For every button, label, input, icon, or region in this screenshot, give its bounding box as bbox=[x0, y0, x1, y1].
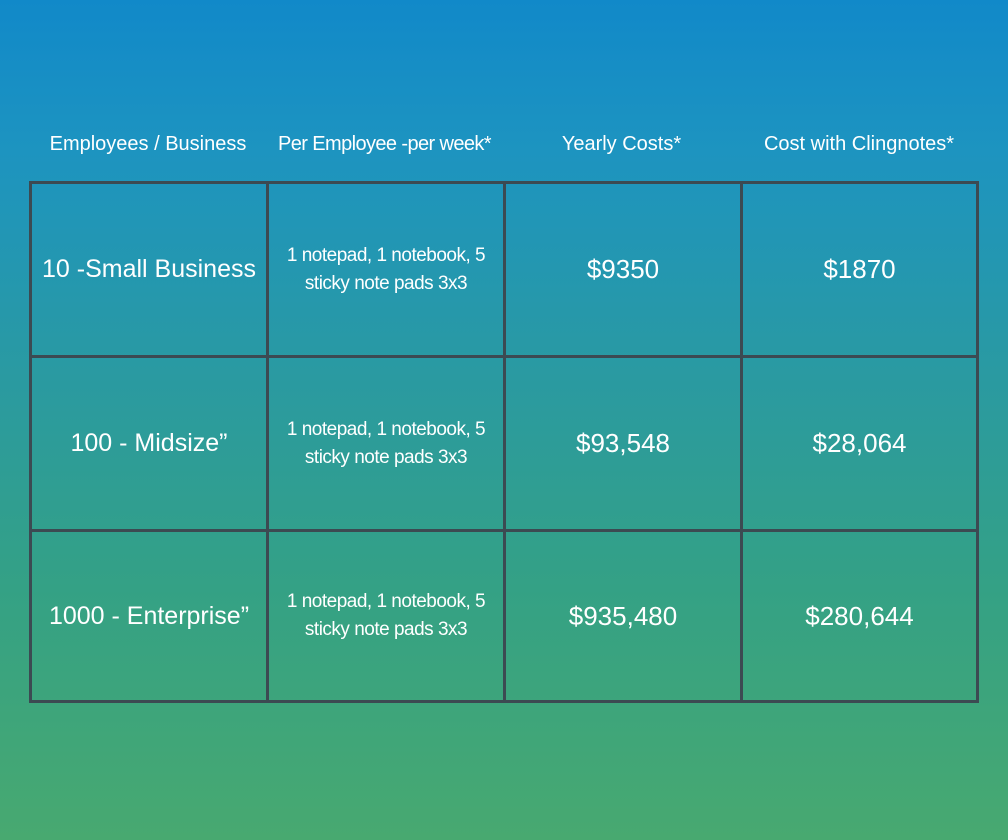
cost-comparison-table: 10 -Small Business 1 notepad, 1 notebook… bbox=[29, 181, 979, 703]
table-cell-per-employee: 1 notepad, 1 notebook, 5 sticky note pad… bbox=[286, 418, 486, 468]
row-divider bbox=[32, 355, 976, 358]
table-cell-per-employee: 1 notepad, 1 notebook, 5 sticky note pad… bbox=[286, 591, 486, 640]
table-cell-cost-with-clingnotes: $28,064 bbox=[812, 428, 907, 458]
column-header-per-employee: Per Employee -per week* bbox=[278, 133, 492, 155]
row-divider bbox=[32, 529, 976, 532]
column-header-yearly-costs: Yearly Costs* bbox=[561, 133, 682, 155]
column-header-employees-business: Employees / Business bbox=[49, 133, 247, 155]
table-cell-business: 10 -Small Business bbox=[42, 255, 256, 283]
table-cell-yearly-costs: $93,548 bbox=[576, 428, 670, 458]
table-header: Employees / Business Per Employee -per w… bbox=[0, 128, 1008, 160]
column-divider bbox=[740, 184, 743, 700]
table-cell-cost-with-clingnotes: $280,644 bbox=[805, 600, 914, 631]
table-cell-yearly-costs: $935,480 bbox=[568, 600, 678, 631]
column-divider bbox=[266, 184, 269, 700]
table-cell-business: 1000 - Enterprise” bbox=[48, 601, 250, 630]
table-cell-yearly-costs: $9350 bbox=[586, 254, 660, 284]
table-cell-cost-with-clingnotes: $1870 bbox=[823, 254, 896, 284]
table-cell-business: 100 - Midsize” bbox=[70, 429, 228, 457]
column-divider bbox=[503, 184, 506, 700]
table-cell-per-employee: 1 notepad, 1 notebook, 5 sticky note pad… bbox=[286, 244, 486, 294]
column-header-cost-with-clingnotes: Cost with Clingnotes* bbox=[763, 133, 955, 155]
